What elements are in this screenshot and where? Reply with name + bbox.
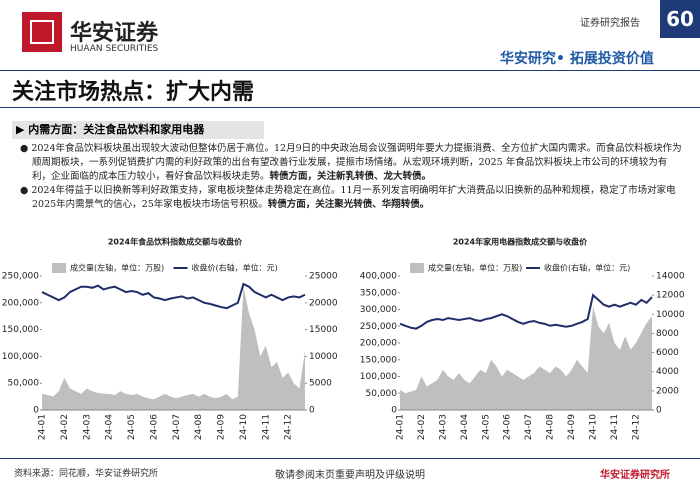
tick-label: 20000 — [309, 298, 338, 308]
tick-label: 50,000 — [366, 389, 398, 399]
bullets: ● 2024年食品饮料板块虽出现较大波动但整体仍居于高位。12月9日的中央政治局… — [14, 142, 684, 212]
volume-area — [400, 306, 652, 410]
tick-label: 10000 — [309, 352, 338, 362]
bullet-text: 2024年得益于以旧换新等利好政策支持，家电板块整体走势稳定在高位。11月一系列… — [31, 185, 676, 210]
x-tick-label: 24-05 — [481, 414, 491, 440]
tick-label: 50,000 — [8, 379, 40, 389]
divider — [0, 458, 700, 459]
price-line — [41, 282, 306, 310]
x-tick-label: 24-08 — [194, 414, 204, 440]
tick-label: 8000 — [656, 329, 679, 339]
x-tick-label: 24-06 — [503, 414, 513, 440]
x-tick-label: 24-01 — [38, 414, 48, 440]
x-tick-label: 24-04 — [460, 414, 470, 440]
tick-label: 200,000 — [360, 339, 397, 349]
x-tick-label: 24-06 — [149, 414, 159, 440]
x-tick-label: 24-10 — [239, 414, 249, 440]
tick-label: 15000 — [309, 325, 338, 335]
tick-label: 6000 — [656, 348, 679, 358]
legend-label: 成交量(左轴，单位：万股) — [70, 263, 164, 273]
x-tick-label: 24-07 — [524, 414, 534, 440]
logo — [22, 12, 62, 52]
slogan: 华安研究• 拓展投资价值 — [500, 51, 654, 67]
tick-label: 4000 — [656, 367, 679, 377]
x-tick-label: 24-12 — [284, 414, 294, 440]
section-text: 内需方面：关注食品饮料和家用电器 — [28, 123, 205, 136]
chart-title: 2024年食品饮料指数成交额与收盘价 — [108, 237, 243, 247]
x-tick-label: 24-03 — [438, 414, 448, 440]
tick-label: 5000 — [309, 379, 332, 389]
tick-label: 250,000 — [2, 272, 39, 282]
brand: 华安证券研究所 — [600, 470, 670, 481]
divider — [0, 70, 700, 71]
company-en: HUAAN SECURITIES — [70, 44, 159, 54]
volume-area — [42, 286, 305, 410]
tick-label: 2000 — [656, 386, 679, 396]
chart-title: 2024年家用电器指数成交额与收盘价 — [453, 237, 588, 247]
tick-label: 200,000 — [2, 298, 39, 308]
tick-label: 150,000 — [2, 325, 39, 335]
legend-swatch — [52, 263, 66, 273]
price-line — [399, 293, 653, 330]
x-tick-label: 24-09 — [567, 414, 577, 440]
x-tick-label: 24-04 — [105, 414, 115, 440]
legend-label: 收盘价(右轴，单位：元) — [544, 263, 630, 273]
x-tick-label: 24-11 — [261, 414, 271, 440]
source: 资料来源：同花顺，华安证券研究所 — [14, 469, 159, 479]
x-tick-label: 24-02 — [60, 414, 70, 440]
tick-label: 300,000 — [360, 305, 397, 315]
section-heading: ▶ 内需方面：关注食品饮料和家用电器 — [12, 121, 264, 139]
tick-label: 14000 — [656, 272, 685, 282]
tick-label: 100,000 — [360, 372, 397, 382]
slide-title: 关注市场热点：扩大内需 — [12, 80, 255, 105]
tick-label: 350,000 — [360, 288, 397, 298]
legend-label: 成交量(左轴，单位：万股) — [428, 263, 522, 273]
bullet: ● 2024年得益于以旧换新等利好政策支持，家电板块整体走势稳定在高位。11月一… — [20, 185, 676, 210]
x-tick-label: 24-03 — [82, 414, 92, 440]
disclaimer: 敬请参阅末页重要声明及评级说明 — [275, 470, 425, 481]
x-tick-label: 24-02 — [417, 414, 427, 440]
x-tick-label: 24-05 — [127, 414, 137, 440]
report-type: 证券研究报告 — [580, 18, 640, 29]
bullet-bold: 转债方面，关注聚光转债、华翔转债。 — [267, 199, 430, 210]
page-number: 60 — [660, 0, 700, 38]
bullet: ● 2024年食品饮料板块虽出现较大波动但整体仍居于高位。12月9日的中央政治局… — [20, 143, 682, 182]
tick-label: 25000 — [309, 272, 338, 282]
tick-label: 12000 — [656, 291, 685, 301]
tick-label: 400,000 — [360, 272, 397, 282]
tick-label: 10000 — [656, 310, 685, 320]
x-tick-label: 24-12 — [631, 414, 641, 440]
x-tick-label: 24-07 — [172, 414, 182, 440]
tick-label: 0 — [656, 406, 662, 416]
tick-label: 150,000 — [360, 355, 397, 365]
x-tick-label: 24-08 — [546, 414, 556, 440]
bullet-bold: 转债方面，关注新乳转债、龙大转债。 — [269, 171, 432, 182]
divider — [0, 107, 700, 108]
tick-label: 100,000 — [2, 352, 39, 362]
tick-label: 0 — [309, 406, 315, 416]
legend-label: 收盘价(右轴，单位：元) — [192, 263, 278, 273]
tick-label: 250,000 — [360, 322, 397, 332]
tick-label: 0 — [33, 406, 39, 416]
x-tick-label: 24-11 — [610, 414, 620, 440]
legend-swatch — [410, 263, 424, 273]
logo-mark — [30, 20, 54, 44]
tick-label: 0 — [391, 406, 397, 416]
x-tick-label: 24-01 — [396, 414, 406, 440]
bullet-text: 2024年食品饮料板块虽出现较大波动但整体仍居于高位。12月9日的中央政治局会议… — [31, 143, 682, 182]
x-tick-label: 24-10 — [589, 414, 599, 440]
x-tick-label: 24-09 — [217, 414, 227, 440]
company: 华安证券 — [70, 20, 159, 46]
